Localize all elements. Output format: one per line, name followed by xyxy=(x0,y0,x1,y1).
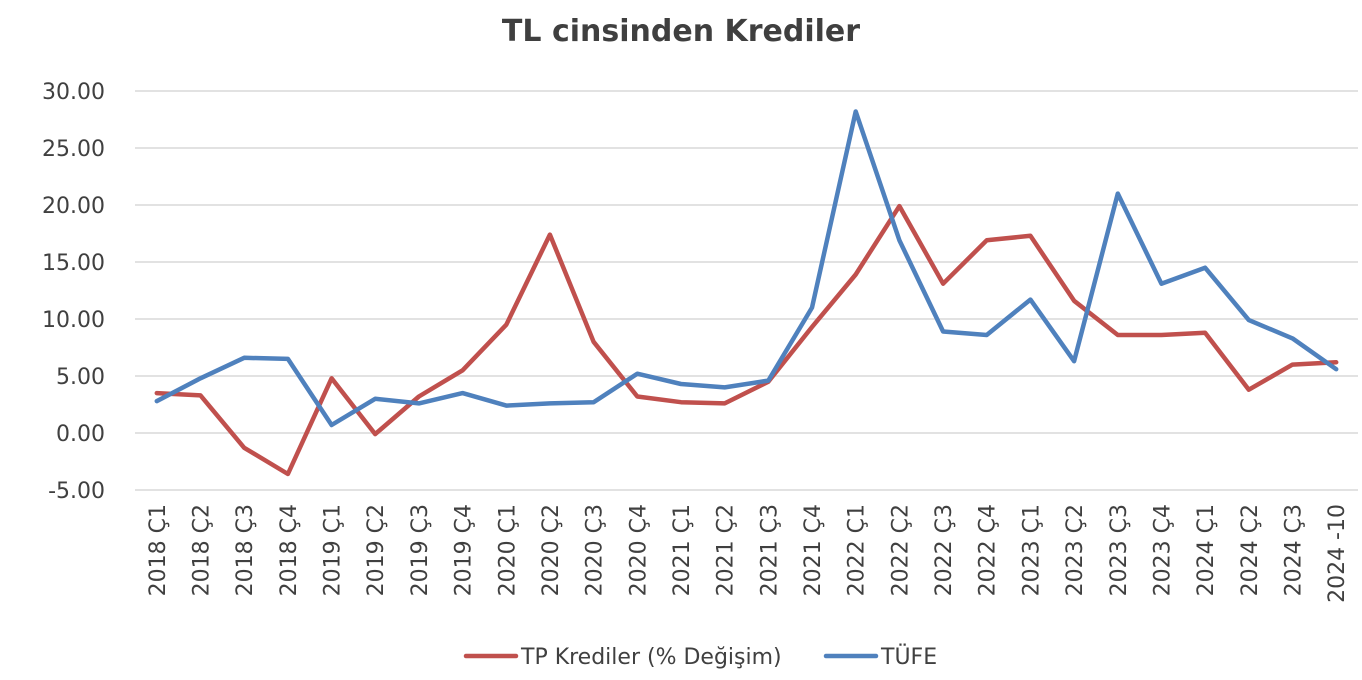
x-tick-label: 2018 Ç2 xyxy=(190,504,215,596)
chart-title: TL cinsinden Krediler xyxy=(501,14,861,49)
x-tick-label: 2023 Ç1 xyxy=(1019,504,1044,596)
x-tick-label: 2020 Ç1 xyxy=(495,504,520,596)
x-tick-label: 2021 Ç4 xyxy=(801,504,826,596)
series-lines xyxy=(154,109,1339,477)
x-tick-label: 2023 Ç3 xyxy=(1107,504,1132,596)
x-tick-label: 2019 Ç4 xyxy=(452,504,477,596)
gridlines xyxy=(135,90,1358,491)
x-tick-label: 2022 Ç4 xyxy=(976,504,1001,596)
x-tick-label: 2019 Ç3 xyxy=(408,504,433,596)
legend-label: TP Krediler (% Değişim) xyxy=(520,645,782,670)
x-tick-label: 2018 Ç3 xyxy=(233,504,258,596)
x-tick-label: 2024 -10 xyxy=(1325,504,1350,603)
y-tick-label: 20.00 xyxy=(42,194,105,219)
x-tick-label: 2023 Ç4 xyxy=(1150,504,1175,596)
y-tick-label: 25.00 xyxy=(42,137,105,162)
x-tick-label: 2024 Ç2 xyxy=(1238,504,1263,596)
y-axis-tick-labels: 30.00 25.00 20.00 15.00 10.00 5.00 0.00 -5.00 xyxy=(42,80,105,504)
y-tick-label: -5.00 xyxy=(48,479,105,504)
y-tick-label: 10.00 xyxy=(42,308,105,333)
x-tick-label: 2024 Ç3 xyxy=(1281,504,1306,596)
x-tick-label: 2022 Ç2 xyxy=(888,504,913,596)
x-tick-label: 2020 Ç3 xyxy=(583,504,608,596)
x-tick-label: 2022 Ç1 xyxy=(845,504,870,596)
y-tick-label: 30.00 xyxy=(42,80,105,105)
y-tick-label: 0.00 xyxy=(56,422,105,447)
x-tick-label: 2020 Ç2 xyxy=(539,504,564,596)
x-tick-label: 2022 Ç3 xyxy=(932,504,957,596)
x-tick-label: 2021 Ç1 xyxy=(670,504,695,596)
x-tick-label: 2024 Ç1 xyxy=(1194,504,1219,596)
x-axis-tick-labels: 2018 Ç1 2018 Ç2 2018 Ç3 2018 Ç4 2019 Ç1 2019 … xyxy=(146,504,1350,603)
x-tick-label: 2023 Ç2 xyxy=(1063,504,1088,596)
legend: TP Krediler (% Değişim) TÜFE xyxy=(463,644,937,670)
legend-label: TÜFE xyxy=(880,644,937,670)
x-tick-label: 2020 Ç4 xyxy=(626,504,651,596)
y-tick-label: 5.00 xyxy=(56,365,105,390)
series-line-tp-krediler xyxy=(154,203,1339,477)
y-tick-label: 15.00 xyxy=(42,251,105,276)
x-tick-label: 2021 Ç3 xyxy=(757,504,782,596)
x-tick-label: 2021 Ç2 xyxy=(714,504,739,596)
series-line-tufe xyxy=(154,109,1339,428)
x-tick-label: 2019 Ç1 xyxy=(321,504,346,596)
x-tick-label: 2019 Ç2 xyxy=(364,504,389,596)
x-tick-label: 2018 Ç4 xyxy=(277,504,302,596)
x-tick-label: 2018 Ç1 xyxy=(146,504,171,596)
